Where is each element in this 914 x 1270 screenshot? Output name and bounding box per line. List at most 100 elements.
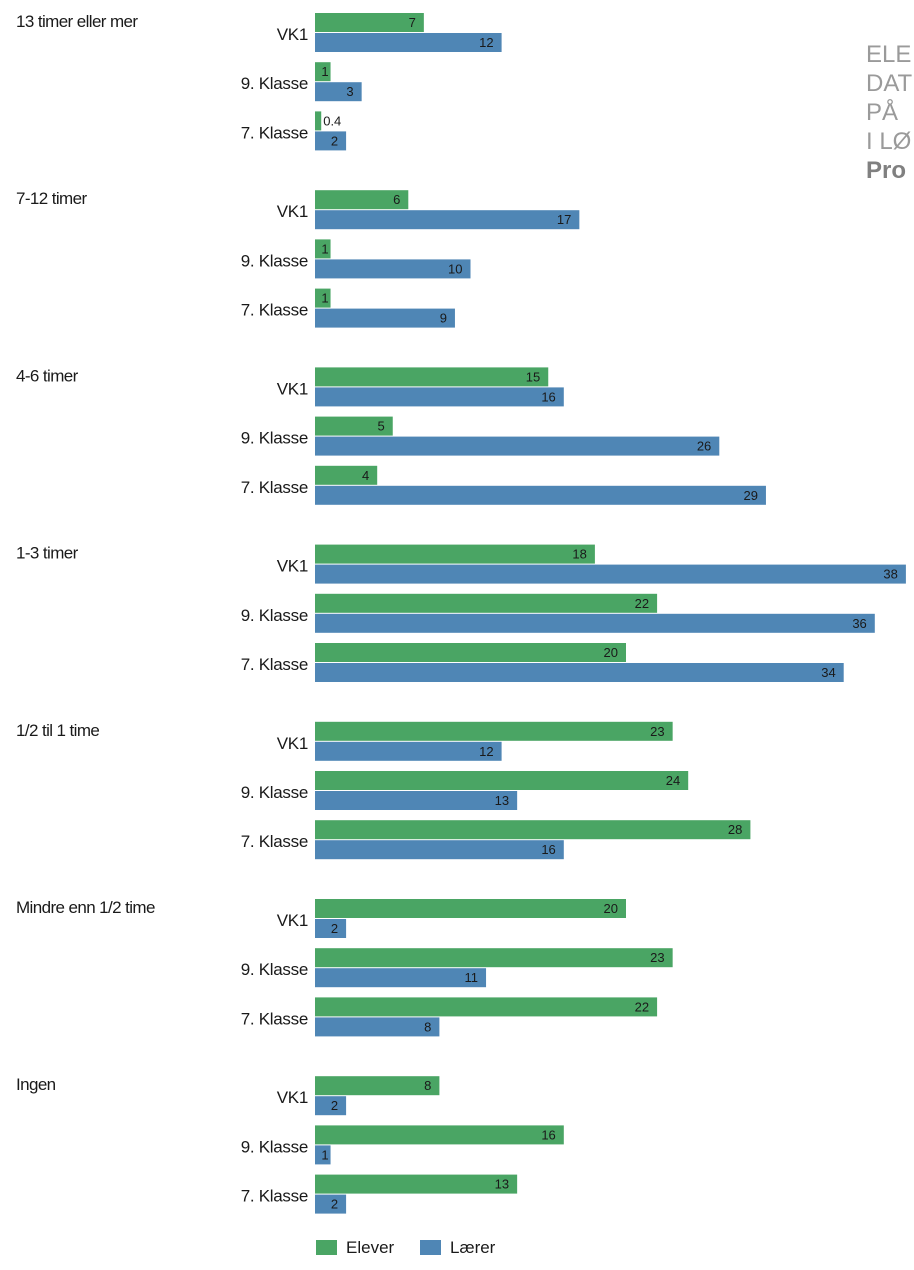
row-label: 9. Klasse <box>241 783 308 802</box>
elever-bar <box>315 416 393 436</box>
legend-label-laerer: Lærer <box>450 1238 496 1257</box>
bar-value-label: 13 <box>495 793 509 808</box>
bar-value-label: 6 <box>393 192 400 207</box>
elever-bar <box>315 465 378 485</box>
bar-value-label: 26 <box>697 439 711 454</box>
legend-swatch-elever <box>316 1240 337 1255</box>
bar-value-label: 2 <box>331 133 338 148</box>
laerer-bar <box>315 919 347 938</box>
elever-bar <box>315 820 751 840</box>
bar-value-label: 4 <box>362 468 369 483</box>
row-label: 7. Klasse <box>241 1009 308 1028</box>
side-title-line: ELE <box>866 41 912 68</box>
side-title-line: PÅ <box>866 99 899 126</box>
laerer-bar <box>315 308 455 328</box>
row-label: 9. Klasse <box>241 251 308 270</box>
bar-value-label: 1 <box>321 291 328 306</box>
laerer-bar <box>315 33 502 52</box>
bar-value-label: 5 <box>378 419 385 434</box>
elever-bar <box>315 771 689 790</box>
row-label: VK1 <box>277 202 308 221</box>
bar-value-label: 1 <box>321 1147 328 1162</box>
group-label: 7-12 timer <box>16 189 87 208</box>
elever-bar <box>315 721 673 741</box>
laerer-bar <box>315 131 347 151</box>
elever-bar <box>315 190 409 210</box>
group-label: 13 timer eller mer <box>16 12 138 31</box>
group-label: Mindre enn 1/2 time <box>16 898 155 917</box>
laerer-bar <box>315 564 906 584</box>
laerer-bar <box>315 1194 347 1214</box>
elever-bar <box>315 997 658 1017</box>
group-label: 1-3 timer <box>16 544 79 563</box>
bar-value-label: 12 <box>479 744 493 759</box>
group-label: 4-6 timer <box>16 366 79 385</box>
elever-bar <box>315 111 322 131</box>
bar-value-label: 7 <box>409 15 416 30</box>
bar-value-label: 11 <box>465 970 479 985</box>
group-label: Ingen <box>16 1075 56 1094</box>
elever-bar <box>315 1125 564 1145</box>
row-label: 7. Klasse <box>241 123 308 142</box>
bar-value-label: 13 <box>495 1177 509 1192</box>
bar-value-label: 15 <box>526 369 540 384</box>
bar-value-label: 10 <box>448 261 462 276</box>
row-label: 9. Klasse <box>241 960 308 979</box>
row-label: 7. Klasse <box>241 832 308 851</box>
row-label: VK1 <box>277 379 308 398</box>
laerer-bar <box>315 613 875 633</box>
bar-value-label: 3 <box>346 84 353 99</box>
bar-value-label: 29 <box>743 488 757 503</box>
elever-bar <box>315 367 549 387</box>
laerer-bar <box>315 791 518 810</box>
row-label: VK1 <box>277 557 308 576</box>
row-label: VK1 <box>277 1088 308 1107</box>
bar-value-label: 8 <box>424 1019 431 1034</box>
bar-value-label: 38 <box>883 567 897 582</box>
legend-swatch-laerer <box>420 1240 441 1255</box>
bar-value-label: 24 <box>666 773 680 788</box>
group-label: 1/2 til 1 time <box>16 721 99 740</box>
side-title-line: DAT <box>866 70 913 97</box>
laerer-bar <box>315 968 487 988</box>
bar-value-label: 0.4 <box>323 113 341 128</box>
side-title-line: I LØ <box>866 128 912 155</box>
row-label: 9. Klasse <box>241 1137 308 1156</box>
elever-bar <box>315 593 658 613</box>
side-title-bold-line: Pro <box>866 157 907 184</box>
laerer-bar <box>315 1017 440 1037</box>
bar-value-label: 20 <box>604 645 618 660</box>
laerer-bar <box>315 82 362 102</box>
laerer-bar <box>315 387 564 407</box>
laerer-bar <box>315 1145 331 1165</box>
laerer-bar <box>315 436 720 456</box>
row-label: 7. Klasse <box>241 301 308 320</box>
bar-value-label: 1 <box>321 64 328 79</box>
bar-value-label: 12 <box>479 35 493 50</box>
bar-value-label: 17 <box>557 212 571 227</box>
bar-value-label: 22 <box>635 596 649 611</box>
elever-bar <box>315 544 595 564</box>
laerer-bar <box>315 485 766 505</box>
row-label: VK1 <box>277 734 308 753</box>
laerer-bar <box>315 840 564 860</box>
bar-value-label: 16 <box>541 389 555 404</box>
bar-value-label: 23 <box>650 950 664 965</box>
elever-bar <box>315 239 331 259</box>
bar-value-label: 9 <box>440 311 447 326</box>
row-label: 9. Klasse <box>241 429 308 448</box>
laerer-bar <box>315 259 471 279</box>
bar-value-label: 20 <box>604 901 618 916</box>
laerer-bar <box>315 663 844 682</box>
bar-value-label: 16 <box>541 1127 555 1142</box>
bar-value-label: 28 <box>728 822 742 837</box>
bar-value-label: 34 <box>821 665 835 680</box>
elever-bar <box>315 13 424 32</box>
bar-value-label: 8 <box>424 1078 431 1093</box>
row-label: 7. Klasse <box>241 1187 308 1206</box>
elever-bar <box>315 899 626 918</box>
row-label: VK1 <box>277 25 308 44</box>
elever-bar <box>315 1174 518 1194</box>
bar-value-label: 1 <box>321 241 328 256</box>
bar-value-label: 2 <box>331 1197 338 1212</box>
